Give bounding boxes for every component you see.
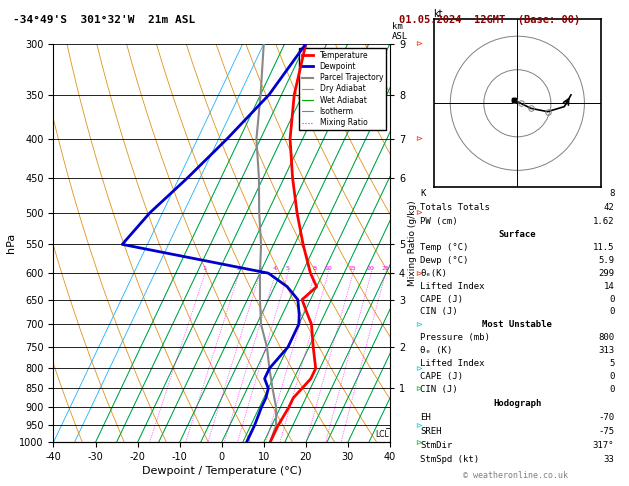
Text: 15: 15 bbox=[348, 266, 357, 271]
Text: StmDir: StmDir bbox=[420, 441, 453, 450]
Text: 20: 20 bbox=[367, 266, 375, 271]
Text: LCL: LCL bbox=[376, 430, 389, 439]
Text: 0: 0 bbox=[609, 308, 615, 316]
Text: 3: 3 bbox=[258, 266, 262, 271]
Text: CIN (J): CIN (J) bbox=[420, 385, 458, 394]
Text: Totals Totals: Totals Totals bbox=[420, 203, 490, 212]
Text: 25: 25 bbox=[381, 266, 389, 271]
Text: Dewp (°C): Dewp (°C) bbox=[420, 256, 469, 265]
Text: ⊳: ⊳ bbox=[415, 269, 422, 278]
Text: Hodograph: Hodograph bbox=[493, 399, 542, 408]
Text: Most Unstable: Most Unstable bbox=[482, 320, 552, 330]
Text: ⊳: ⊳ bbox=[415, 320, 422, 329]
Legend: Temperature, Dewpoint, Parcel Trajectory, Dry Adiabat, Wet Adiabat, Isotherm, Mi: Temperature, Dewpoint, Parcel Trajectory… bbox=[299, 48, 386, 130]
Text: 10: 10 bbox=[324, 266, 331, 271]
Text: 33: 33 bbox=[604, 455, 615, 464]
Text: 317°: 317° bbox=[593, 441, 615, 450]
Text: Pressure (mb): Pressure (mb) bbox=[420, 333, 490, 342]
Text: 42: 42 bbox=[604, 203, 615, 212]
Text: km
ASL: km ASL bbox=[392, 22, 408, 41]
Text: SREH: SREH bbox=[420, 427, 442, 436]
Text: 8: 8 bbox=[609, 190, 615, 198]
Text: Surface: Surface bbox=[499, 230, 536, 239]
Text: kt: kt bbox=[433, 9, 443, 19]
Text: ⊳: ⊳ bbox=[415, 135, 422, 143]
Text: EH: EH bbox=[420, 413, 431, 422]
Text: © weatheronline.co.uk: © weatheronline.co.uk bbox=[464, 471, 568, 480]
Text: ⊳: ⊳ bbox=[415, 438, 422, 447]
Text: ⊳: ⊳ bbox=[415, 421, 422, 430]
Text: 2: 2 bbox=[237, 266, 241, 271]
Text: 313: 313 bbox=[598, 346, 615, 355]
Text: CIN (J): CIN (J) bbox=[420, 308, 458, 316]
Text: 0: 0 bbox=[609, 385, 615, 394]
Text: -70: -70 bbox=[598, 413, 615, 422]
Text: 11.5: 11.5 bbox=[593, 243, 615, 252]
Text: 0: 0 bbox=[609, 295, 615, 304]
Text: 8: 8 bbox=[313, 266, 316, 271]
Text: 0: 0 bbox=[609, 372, 615, 381]
Text: StmSpd (kt): StmSpd (kt) bbox=[420, 455, 479, 464]
Text: ⊳: ⊳ bbox=[415, 384, 422, 393]
Text: ⊳: ⊳ bbox=[415, 364, 422, 373]
Text: θₑ (K): θₑ (K) bbox=[420, 346, 453, 355]
Text: K: K bbox=[420, 190, 426, 198]
Text: 5.9: 5.9 bbox=[598, 256, 615, 265]
Text: 4: 4 bbox=[273, 266, 277, 271]
Text: CAPE (J): CAPE (J) bbox=[420, 372, 464, 381]
Text: 01.05.2024  12GMT  (Base: 00): 01.05.2024 12GMT (Base: 00) bbox=[399, 15, 581, 25]
Text: 800: 800 bbox=[598, 333, 615, 342]
X-axis label: Dewpoint / Temperature (°C): Dewpoint / Temperature (°C) bbox=[142, 466, 302, 476]
Text: θₑ(K): θₑ(K) bbox=[420, 269, 447, 278]
Text: Lifted Index: Lifted Index bbox=[420, 282, 485, 291]
Text: Lifted Index: Lifted Index bbox=[420, 359, 485, 368]
Text: 14: 14 bbox=[604, 282, 615, 291]
Text: ⊳: ⊳ bbox=[415, 208, 422, 217]
Text: PW (cm): PW (cm) bbox=[420, 217, 458, 226]
Text: -75: -75 bbox=[598, 427, 615, 436]
Text: 5: 5 bbox=[286, 266, 289, 271]
Text: 5: 5 bbox=[609, 359, 615, 368]
Text: CAPE (J): CAPE (J) bbox=[420, 295, 464, 304]
Y-axis label: Mixing Ratio (g/kg): Mixing Ratio (g/kg) bbox=[408, 200, 417, 286]
Text: 1: 1 bbox=[203, 266, 206, 271]
Text: 1.62: 1.62 bbox=[593, 217, 615, 226]
Text: Temp (°C): Temp (°C) bbox=[420, 243, 469, 252]
Y-axis label: hPa: hPa bbox=[6, 233, 16, 253]
Text: -34°49'S  301°32'W  21m ASL: -34°49'S 301°32'W 21m ASL bbox=[13, 15, 195, 25]
Text: ⊳: ⊳ bbox=[415, 39, 422, 48]
Text: 299: 299 bbox=[598, 269, 615, 278]
